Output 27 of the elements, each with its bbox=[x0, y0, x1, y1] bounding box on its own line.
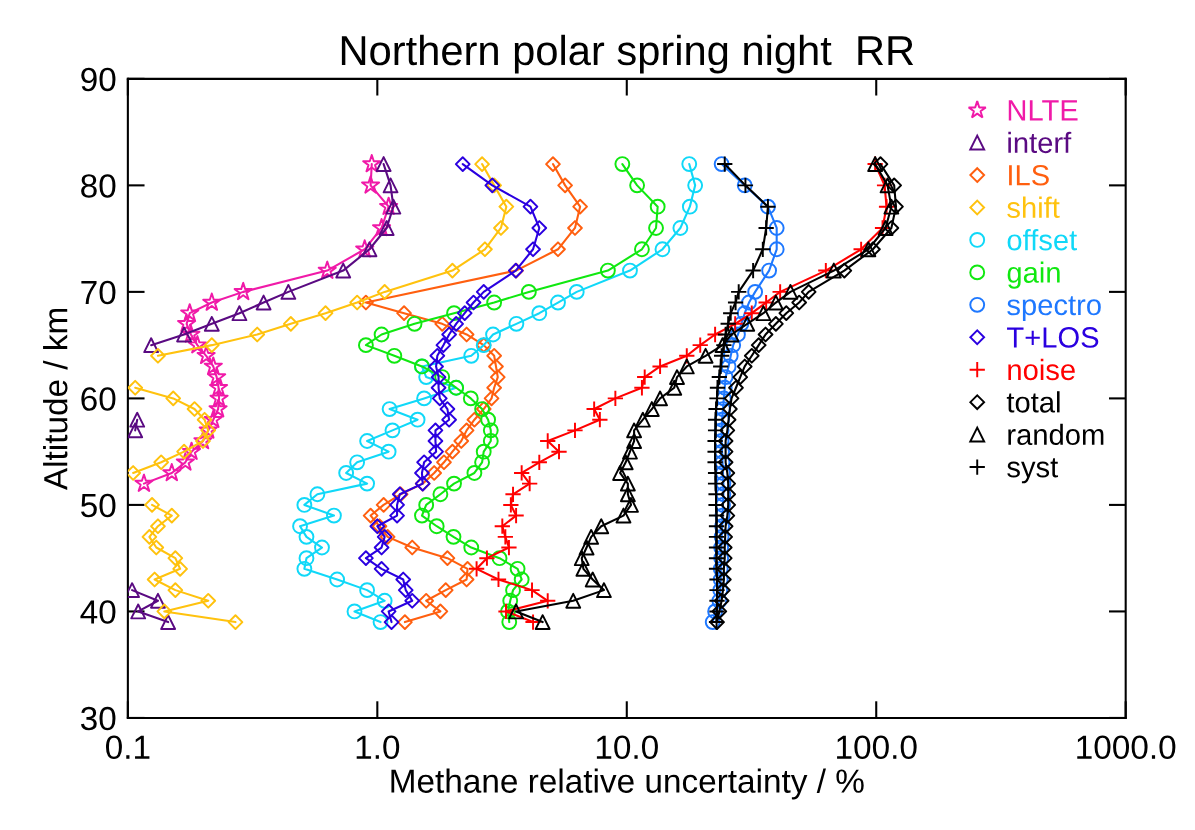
y-tick-label: 50 bbox=[81, 493, 116, 518]
y-tick-label: 60 bbox=[81, 387, 116, 411]
legend-label: offset bbox=[1007, 229, 1077, 251]
x-tick-label: 1000.0 bbox=[1077, 735, 1176, 760]
legend-label: shift bbox=[1007, 196, 1060, 219]
y-tick-label: 30 bbox=[80, 706, 116, 731]
x-tick-label: 10.0 bbox=[596, 735, 658, 760]
y-tick-label: 70 bbox=[81, 280, 116, 305]
legend-label: random bbox=[1008, 423, 1104, 446]
y-tick-label: 40 bbox=[80, 600, 116, 624]
legend-label: total bbox=[1006, 391, 1060, 413]
legend-label: T+LOS bbox=[1007, 327, 1099, 348]
legend-label: ILS bbox=[1009, 164, 1049, 186]
y-axis-title: Altitude / km bbox=[43, 308, 68, 491]
x-tick-label: 1.0 bbox=[356, 735, 400, 760]
legend-label: syst bbox=[1007, 458, 1059, 484]
legend-label: spectro bbox=[1007, 296, 1101, 322]
legend-label: interf bbox=[1008, 131, 1072, 154]
chart-title: Northern polar spring night RR bbox=[341, 34, 914, 74]
x-tick-label: 0.1 bbox=[106, 735, 150, 760]
legend-label: gain bbox=[1007, 261, 1060, 289]
legend-label: NLTE bbox=[1008, 100, 1078, 121]
x-axis-title: Methane relative uncertainty / % bbox=[391, 768, 864, 800]
x-tick-label: 100.0 bbox=[837, 735, 917, 760]
legend-label: noise bbox=[1008, 358, 1075, 381]
y-tick-label: 90 bbox=[81, 67, 116, 92]
y-tick-label: 80 bbox=[81, 174, 116, 198]
